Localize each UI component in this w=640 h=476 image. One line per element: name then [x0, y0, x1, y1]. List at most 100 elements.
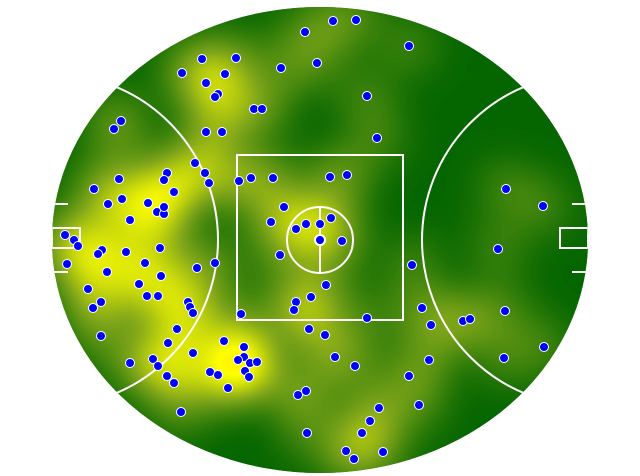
point	[312, 58, 322, 68]
point	[276, 63, 286, 73]
point	[342, 170, 352, 180]
point	[246, 173, 256, 183]
point	[302, 428, 312, 438]
point	[233, 355, 243, 365]
point	[176, 407, 186, 417]
point	[404, 371, 414, 381]
point	[109, 124, 119, 134]
point	[201, 127, 211, 137]
point	[153, 291, 163, 301]
point	[350, 361, 360, 371]
point	[293, 390, 303, 400]
point	[201, 78, 211, 88]
point	[117, 194, 127, 204]
point	[499, 353, 509, 363]
point	[268, 173, 278, 183]
point	[220, 69, 230, 79]
point	[325, 172, 335, 182]
point	[162, 371, 172, 381]
point	[404, 41, 414, 51]
point	[374, 403, 384, 413]
point	[204, 178, 214, 188]
point	[210, 258, 220, 268]
point	[153, 361, 163, 371]
point	[291, 224, 301, 234]
point	[156, 271, 166, 281]
point	[414, 400, 424, 410]
point	[306, 292, 316, 302]
point	[159, 175, 169, 185]
point	[219, 336, 229, 346]
point	[328, 16, 338, 26]
point	[217, 127, 227, 137]
point	[424, 355, 434, 365]
point	[148, 354, 158, 364]
point	[266, 217, 276, 227]
point	[60, 230, 70, 240]
point	[301, 219, 311, 229]
point	[169, 378, 179, 388]
point	[169, 187, 179, 197]
point	[275, 250, 285, 260]
point	[326, 213, 336, 223]
point	[188, 348, 198, 358]
point	[96, 297, 106, 307]
point	[116, 116, 126, 126]
point	[289, 305, 299, 315]
point	[426, 320, 436, 330]
point	[155, 243, 165, 253]
point	[321, 280, 331, 290]
point	[96, 331, 106, 341]
point	[257, 104, 267, 114]
point	[125, 215, 135, 225]
point	[300, 27, 310, 37]
point	[234, 176, 244, 186]
point	[465, 314, 475, 324]
point	[539, 342, 549, 352]
point	[159, 202, 169, 212]
point	[213, 370, 223, 380]
point	[501, 184, 511, 194]
points	[60, 15, 549, 464]
point	[362, 91, 372, 101]
point	[538, 201, 548, 211]
point	[365, 416, 375, 426]
point	[493, 244, 503, 254]
point	[210, 92, 220, 102]
point	[143, 198, 153, 208]
point	[362, 313, 372, 323]
point	[231, 53, 241, 63]
point	[121, 247, 131, 257]
point	[236, 309, 246, 319]
point	[192, 263, 202, 273]
point	[163, 338, 173, 348]
point	[142, 291, 152, 301]
point	[177, 68, 187, 78]
point	[500, 306, 510, 316]
field-lines	[52, 73, 588, 407]
point	[301, 386, 311, 396]
point	[140, 258, 150, 268]
point	[114, 174, 124, 184]
point	[172, 324, 182, 334]
point	[73, 241, 83, 251]
point	[315, 219, 325, 229]
point	[197, 54, 207, 64]
point	[304, 324, 314, 334]
point	[62, 259, 72, 269]
point	[330, 352, 340, 362]
point	[134, 279, 144, 289]
point	[378, 447, 388, 457]
point	[417, 303, 427, 313]
point	[93, 249, 103, 259]
point	[407, 260, 417, 270]
point	[102, 267, 112, 277]
point	[125, 358, 135, 368]
point	[89, 184, 99, 194]
point	[315, 235, 325, 245]
point	[341, 446, 351, 456]
point	[223, 383, 233, 393]
point	[103, 199, 113, 209]
point	[320, 330, 330, 340]
